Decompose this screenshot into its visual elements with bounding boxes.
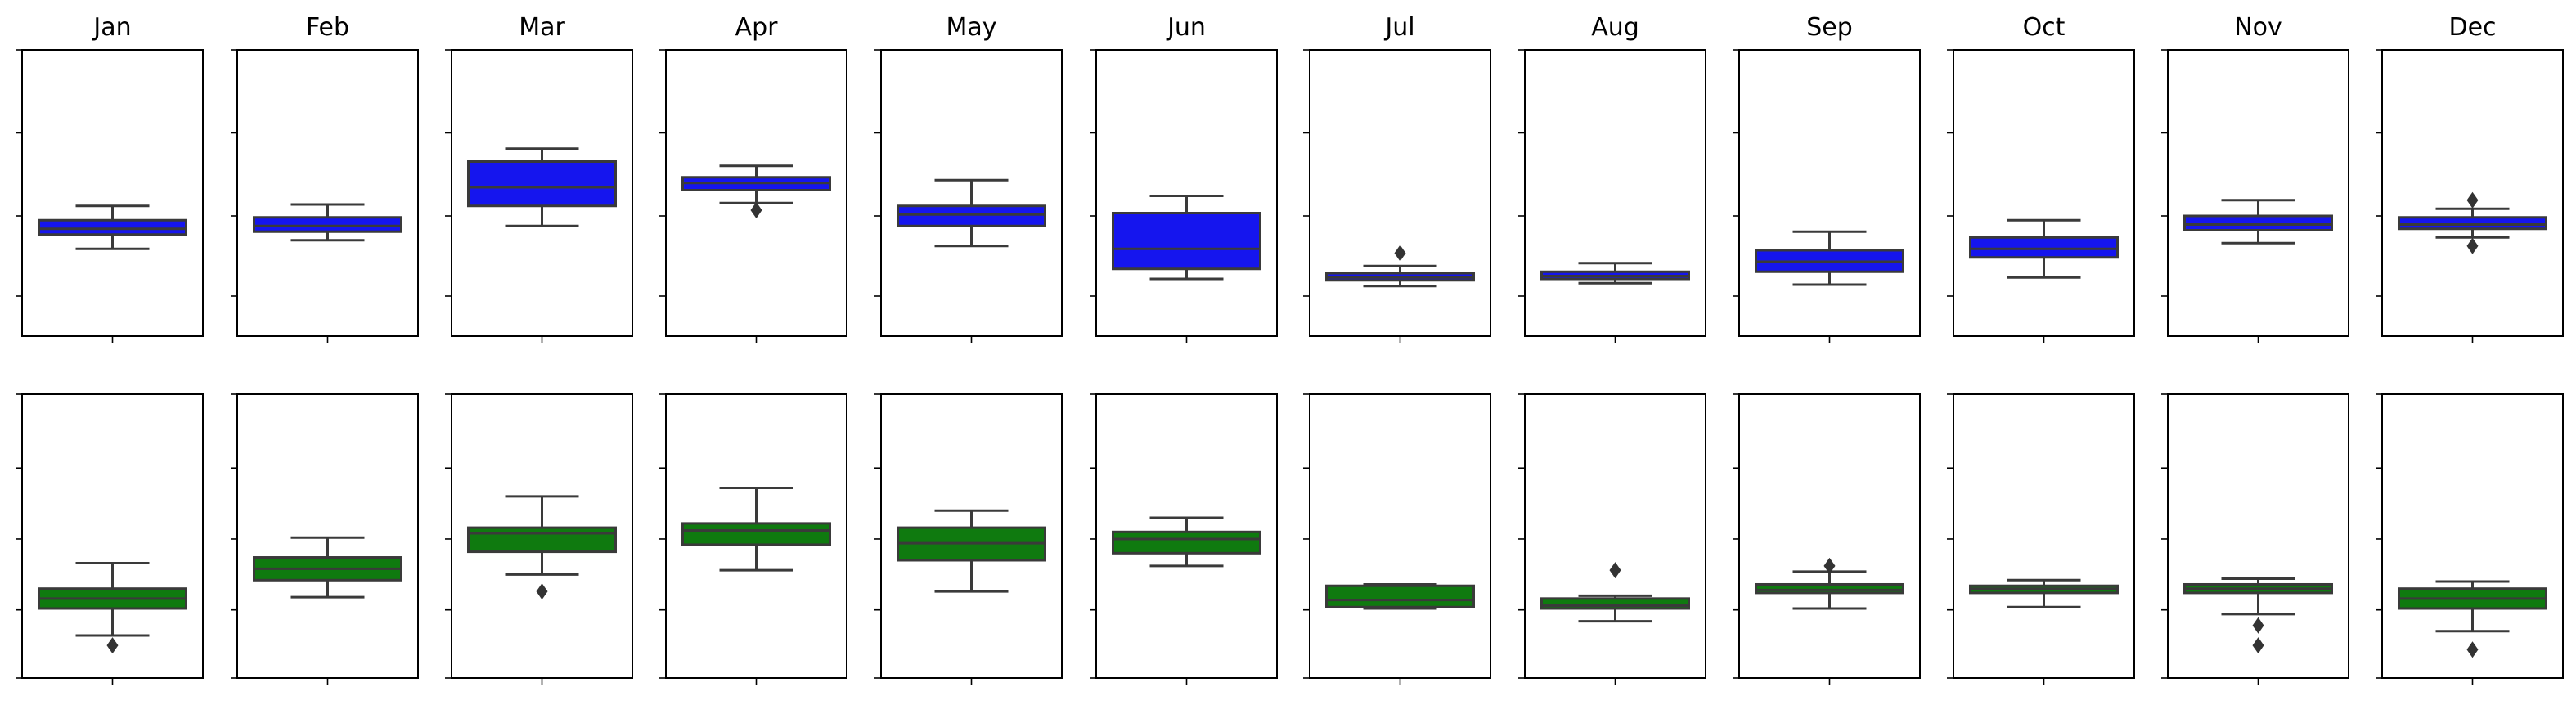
panel-oct-row-2 — [1947, 393, 2135, 685]
panel-dec-row-2 — [2376, 393, 2564, 685]
box — [1112, 530, 1261, 555]
axes-frame — [1524, 49, 1706, 337]
month-title: Aug — [1591, 13, 1639, 42]
panel-nov-row-1: Nov — [2161, 13, 2349, 343]
panel-oct-row-1: Oct — [1947, 13, 2135, 343]
outlier-point — [536, 583, 548, 600]
panel-sep-row-1: Sep — [1733, 13, 1921, 343]
month-title: Jan — [92, 13, 131, 42]
panel-mar-row-1: Mar — [445, 13, 633, 343]
panel-aug-row-2 — [1518, 393, 1706, 685]
axes-frame — [451, 393, 633, 679]
month-title: Oct — [2023, 13, 2066, 42]
outlier-point — [2466, 641, 2479, 658]
month-title: Dec — [2448, 13, 2496, 42]
outlier-point — [2252, 637, 2264, 654]
box — [467, 160, 617, 208]
panel-nov-row-2 — [2161, 393, 2349, 685]
panel-apr-row-1: Apr — [659, 13, 847, 343]
panel-feb-row-1: Feb — [231, 13, 419, 343]
axes-frame — [880, 393, 1063, 679]
axes-frame — [1309, 393, 1491, 679]
plot-grid: Jan Feb Mar Apr May Jun Jul Aug Sep Oct Nov Dec — [16, 13, 2564, 685]
axes-frame — [665, 49, 847, 337]
axes-frame — [880, 49, 1063, 337]
axes-frame — [451, 49, 633, 337]
panel-jan-row-2 — [16, 393, 204, 685]
box — [681, 522, 831, 546]
panel-apr-row-2 — [659, 393, 847, 685]
axes-frame — [2381, 49, 2564, 337]
axes-frame — [2381, 393, 2564, 679]
axes-frame — [665, 393, 847, 679]
month-title: Sep — [1806, 13, 1853, 42]
panel-jul-row-2 — [1303, 393, 1491, 685]
axes-frame — [1524, 393, 1706, 679]
month-title: Apr — [735, 13, 779, 42]
panel-jan-row-1: Jan — [16, 13, 204, 343]
panel-sep-row-2 — [1733, 393, 1921, 685]
axes-frame — [21, 393, 204, 679]
month-title: Feb — [306, 13, 349, 42]
outlier-point — [2252, 617, 2264, 634]
panel-may-row-1: May — [874, 13, 1063, 343]
month-title: Jun — [1166, 13, 1206, 42]
axes-frame — [1095, 393, 1278, 679]
box — [253, 216, 402, 233]
axes-frame — [236, 49, 419, 337]
month-title: Mar — [519, 13, 565, 42]
panel-jun-row-1: Jun — [1090, 13, 1278, 343]
box — [2398, 216, 2547, 231]
axes-frame — [1738, 49, 1921, 337]
axes-frame — [21, 49, 204, 337]
panel-mar-row-2 — [445, 393, 633, 685]
box — [1325, 584, 1475, 608]
box — [2183, 214, 2333, 231]
axes-frame — [1738, 393, 1921, 679]
month-title: May — [946, 13, 996, 42]
panel-dec-row-1: Dec — [2376, 13, 2564, 343]
axes-frame — [2167, 49, 2349, 337]
outlier-point — [106, 637, 119, 654]
panel-jul-row-1: Jul — [1303, 13, 1491, 343]
box — [467, 526, 617, 554]
box — [1540, 597, 1690, 610]
panel-aug-row-1: Aug — [1518, 13, 1706, 343]
box — [1112, 212, 1261, 271]
panel-jun-row-2 — [1090, 393, 1278, 685]
axes-frame — [1953, 49, 2135, 337]
panel-feb-row-2 — [231, 393, 419, 685]
outlier-point — [750, 202, 762, 218]
outlier-point — [1394, 245, 1406, 262]
box — [1755, 582, 1904, 595]
outlier-point — [2466, 237, 2479, 254]
axes-frame — [1309, 49, 1491, 337]
outlier-point — [2466, 191, 2479, 209]
outlier-point — [1609, 562, 1621, 579]
axes-frame — [1095, 49, 1278, 337]
axes-frame — [236, 393, 419, 679]
box — [1969, 236, 2119, 259]
month-title: Nov — [2234, 13, 2282, 42]
outlier-point — [1823, 557, 1836, 574]
month-title: Jul — [1383, 13, 1414, 42]
panel-may-row-2 — [874, 393, 1063, 685]
box — [897, 204, 1046, 227]
axes-frame — [2167, 393, 2349, 679]
axes-frame — [1953, 393, 2135, 679]
box — [38, 218, 187, 236]
